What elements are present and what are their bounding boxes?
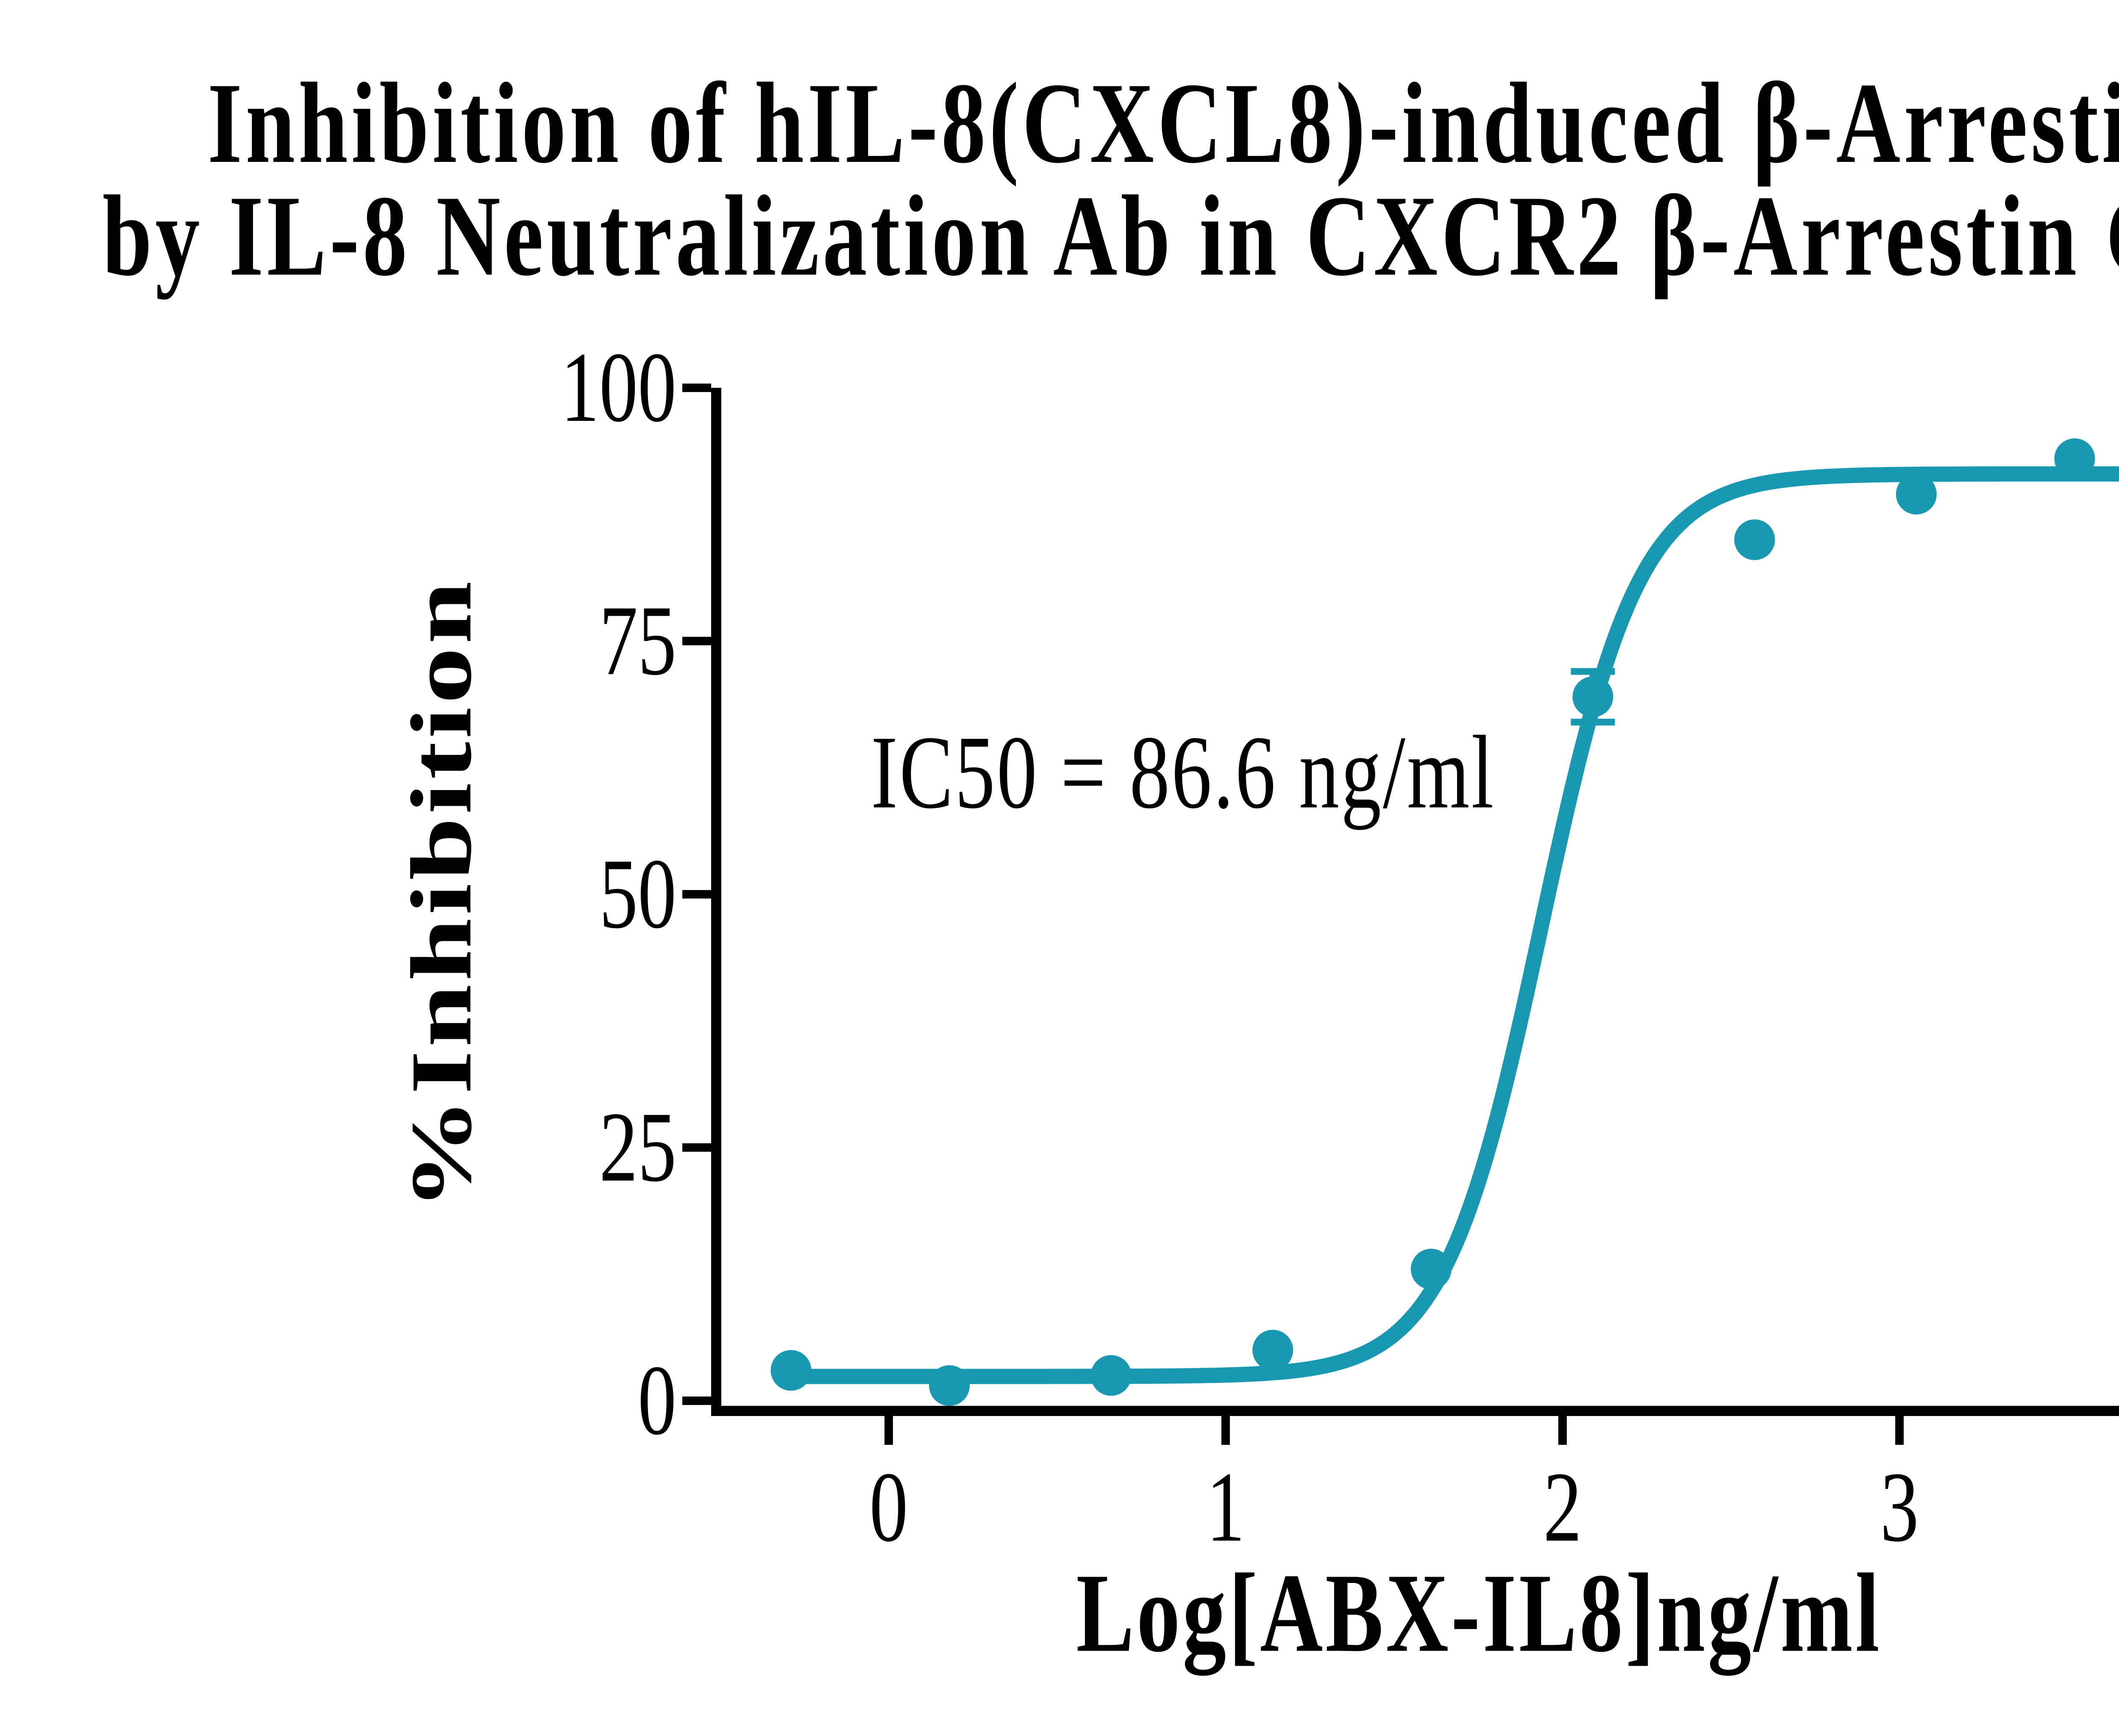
y-tick-label: 50	[599, 838, 676, 949]
y-tick-label: 0	[638, 1344, 676, 1455]
y-tick-label: 25	[599, 1091, 676, 1202]
data-point	[1896, 473, 1937, 515]
data-series	[770, 438, 2119, 1406]
data-point	[2054, 438, 2095, 479]
x-tick-label: 0	[870, 1451, 908, 1562]
data-point	[770, 1350, 812, 1391]
data-point	[1252, 1330, 1293, 1371]
data-point	[1572, 676, 1613, 717]
x-tick-label: 1	[1207, 1451, 1245, 1562]
data-point	[1090, 1355, 1132, 1396]
data-point	[929, 1365, 970, 1406]
y-axis-title: %Inhibition	[393, 578, 489, 1211]
data-point	[1410, 1249, 1452, 1290]
chart-title: Inhibition of hIL-8(CXCL8)-induced β-Arr…	[103, 59, 2119, 300]
data-point	[1734, 519, 1775, 560]
y-tick-label: 100	[561, 331, 676, 442]
x-axis-title: Log[ABX-IL8]ng/ml	[1076, 1550, 1882, 1675]
x-tick-label: 3	[1880, 1451, 1919, 1562]
fit-curve	[781, 466, 2119, 1384]
chart-title-line2: by IL-8 Neutralization Ab in CXCR2 β-Arr…	[103, 172, 2119, 300]
x-tick-label: 2	[1543, 1451, 1582, 1562]
ic50-annotation: IC50 = 86.6 ng/ml	[871, 714, 1495, 830]
y-tick-label: 75	[599, 585, 676, 696]
chart-title-line1: Inhibition of hIL-8(CXCL8)-induced β-Arr…	[208, 59, 2119, 187]
axes: 025507510001234	[561, 331, 2119, 1563]
